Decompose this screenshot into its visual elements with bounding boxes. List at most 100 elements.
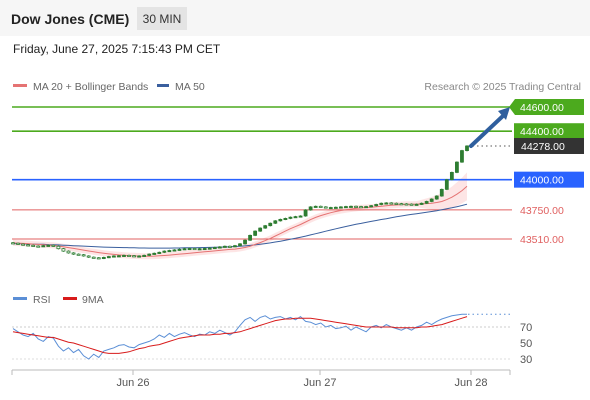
candle-body <box>429 198 434 202</box>
candle-body <box>177 248 182 251</box>
candle-body <box>283 218 288 221</box>
x-tick-label: Jun 27 <box>303 377 336 389</box>
candle-body <box>308 206 313 211</box>
level-label-44000-00: 44000.00 <box>520 175 564 187</box>
candle-body <box>197 248 202 251</box>
candle-body <box>71 252 76 255</box>
candle-body <box>404 203 409 206</box>
candle-body <box>409 203 414 206</box>
candle-body <box>374 204 379 207</box>
candle-body <box>142 254 147 257</box>
candle-body <box>414 203 419 206</box>
candle-body <box>11 242 15 245</box>
candle-body <box>323 206 328 209</box>
candle-body <box>212 247 217 250</box>
candle-body <box>127 254 131 257</box>
level-box-44000-00 <box>514 171 584 188</box>
candle-body <box>31 244 36 247</box>
rsi-panel: 70 50 30 <box>12 313 532 366</box>
candle-body <box>16 242 20 245</box>
candle-body <box>147 253 152 256</box>
level-label-44400-00: 44400.00 <box>520 126 564 138</box>
candle-body <box>379 202 384 205</box>
candle-body <box>152 252 157 255</box>
price-levels <box>12 106 512 240</box>
candle-body <box>465 145 469 151</box>
candle-body <box>61 248 66 252</box>
candle-body <box>101 257 106 260</box>
legend-swatch-9ma <box>63 297 77 300</box>
candle-body <box>202 248 207 251</box>
level-box-44400-00 <box>514 123 584 140</box>
candle-body <box>449 171 454 181</box>
candle-body <box>172 249 177 252</box>
candle-body <box>66 250 71 254</box>
candle-body <box>384 202 389 205</box>
candle-body <box>132 255 136 258</box>
candle-body <box>328 207 333 210</box>
rsi-tick-50: 50 <box>520 338 532 350</box>
legend-label-rsi: RSI <box>33 294 51 306</box>
rsi-line <box>12 313 467 360</box>
candle-body <box>192 248 197 251</box>
candle-body <box>460 150 464 163</box>
candle-body <box>233 245 237 248</box>
candle-body <box>333 206 338 209</box>
candle-body <box>253 230 258 236</box>
legend-swatch-rsi <box>13 297 27 300</box>
level-label-43750-00: 43750.00 <box>520 205 564 217</box>
candle-body <box>359 206 363 209</box>
timeframe-label: 30 MIN <box>143 12 182 26</box>
candle-body <box>81 254 86 257</box>
legend-swatch-ma50 <box>157 84 169 87</box>
target-arrow-shaft <box>469 112 507 148</box>
x-tick-label: Jun 28 <box>454 377 487 389</box>
legend-label-9ma: 9MA <box>82 294 104 306</box>
candle-body <box>399 203 404 206</box>
legend-swatch-ma20 <box>13 84 27 87</box>
candle-body <box>86 255 91 258</box>
level-box-44600-00 <box>509 99 584 115</box>
target-arrow <box>469 107 510 148</box>
x-tick-label: Jun 26 <box>116 377 149 389</box>
candle-body <box>369 205 374 208</box>
level-labels: 44600.00 44400.00 44278.00 44000.00 43750.00… <box>509 99 584 246</box>
timeframe-badge[interactable] <box>137 7 187 30</box>
rsi-9ma-line <box>12 316 468 354</box>
ma20-line <box>12 185 468 257</box>
candle-body <box>338 206 343 209</box>
candle-body <box>187 248 192 251</box>
instrument-title: Dow Jones (CME) <box>11 11 129 27</box>
candle-body <box>298 215 303 218</box>
candle-body <box>248 234 252 241</box>
candle-body <box>106 256 111 259</box>
candle-body <box>243 239 247 245</box>
candle-body <box>389 202 394 205</box>
candle-body <box>117 255 121 258</box>
candle-body <box>111 255 116 258</box>
candle-body <box>354 205 358 208</box>
candle-body <box>51 244 56 247</box>
candle-body <box>455 161 459 173</box>
last-price-label: 44278.00 <box>521 141 565 153</box>
candle-body <box>217 246 222 249</box>
source-credit: Research © 2025 Trading Central <box>424 81 581 93</box>
candle-body <box>394 202 399 205</box>
candle-body <box>439 188 444 197</box>
candle-body <box>222 245 227 248</box>
candle-body <box>303 209 308 217</box>
candle-body <box>293 216 298 219</box>
candle-body <box>162 250 167 253</box>
candle-body <box>444 179 449 190</box>
candle-body <box>91 256 96 259</box>
candle-body <box>46 244 51 247</box>
candle-body <box>313 205 318 208</box>
level-label-44600-00: 44600.00 <box>520 102 564 114</box>
candle-body <box>182 248 187 251</box>
candle-body <box>41 245 46 248</box>
candle-body <box>137 255 142 258</box>
candle-body <box>344 206 348 209</box>
candle-body <box>36 245 41 248</box>
candle-body <box>21 243 25 246</box>
